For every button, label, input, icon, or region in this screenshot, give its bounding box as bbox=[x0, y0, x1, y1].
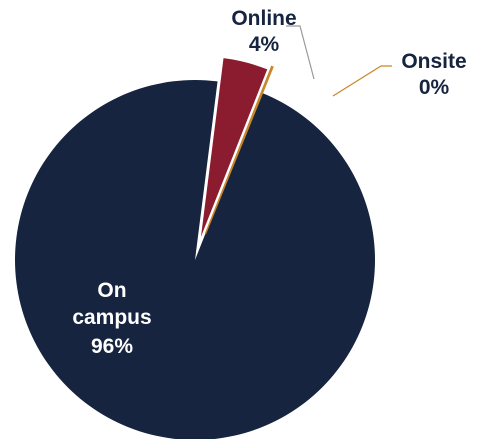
slice-on-campus bbox=[15, 80, 375, 439]
leader-line-online bbox=[286, 25, 315, 80]
label-on-campus-value: 96% bbox=[91, 335, 133, 358]
leader-line-onsite bbox=[332, 65, 392, 97]
label-on-campus-name-line2: campus bbox=[72, 306, 151, 329]
label-onsite-value: 0% bbox=[419, 76, 450, 99]
label-on-campus-name-line1: On bbox=[97, 279, 126, 302]
slice-onsite bbox=[204, 65, 274, 235]
label-online-value: 4% bbox=[249, 33, 280, 56]
label-onsite-name: Onsite bbox=[401, 50, 466, 73]
label-online-name: Online bbox=[231, 7, 296, 30]
slice-online bbox=[200, 58, 268, 237]
